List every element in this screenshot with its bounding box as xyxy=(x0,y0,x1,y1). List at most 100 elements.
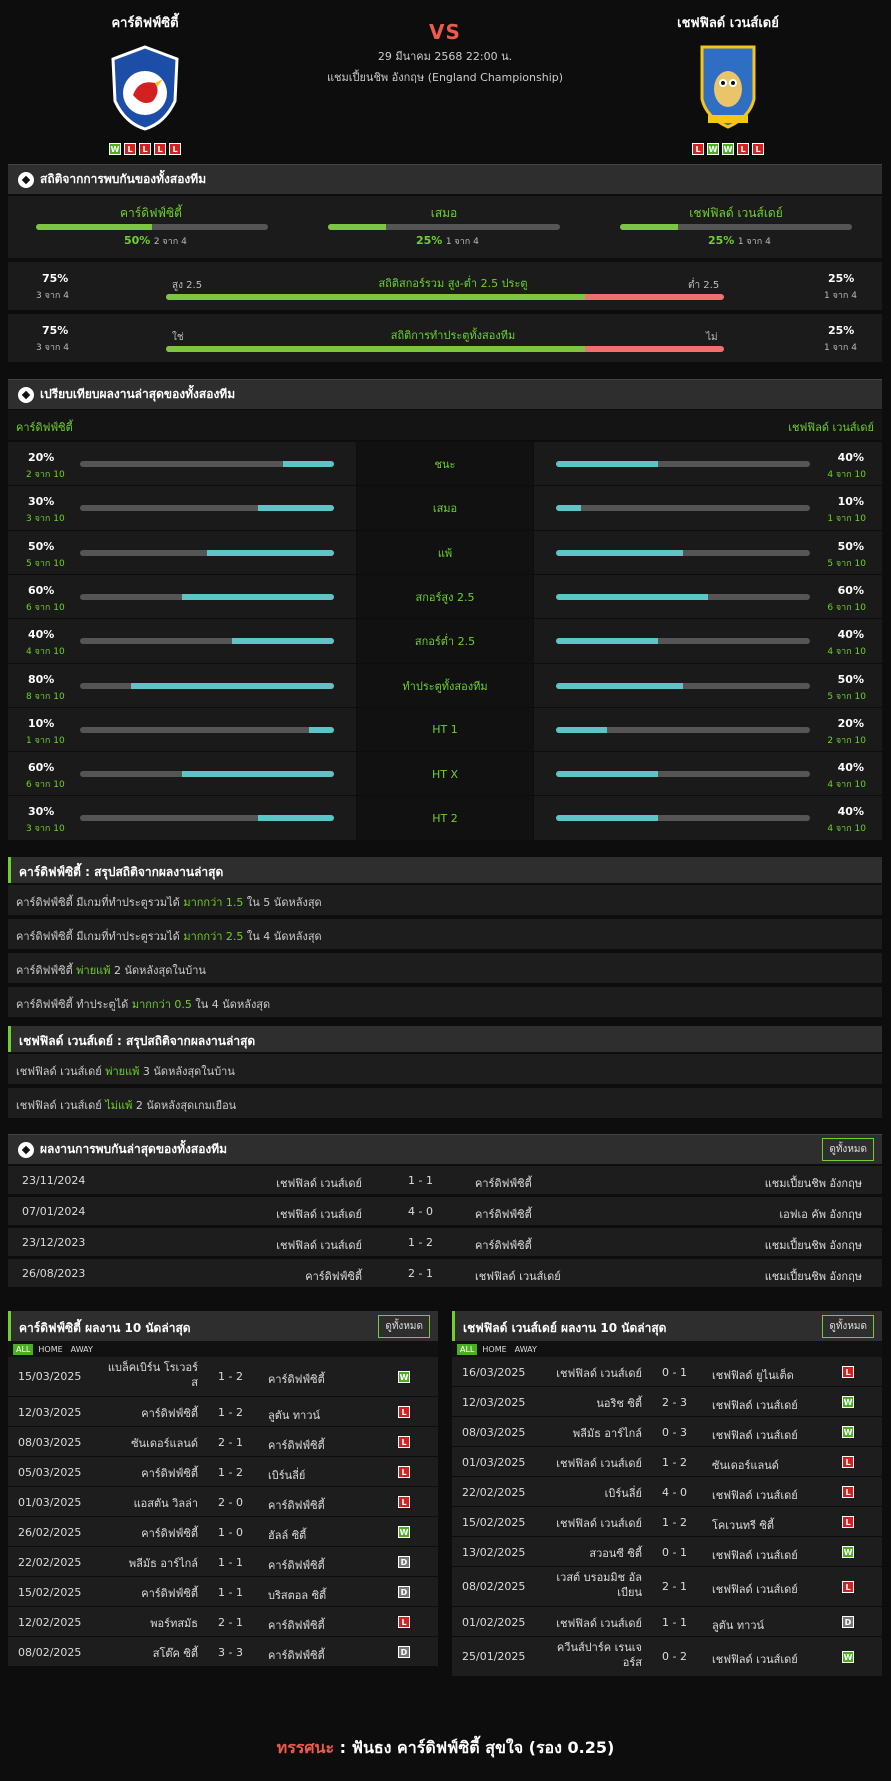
home-pct: 50% xyxy=(28,539,55,553)
sheffield-wednesday-crest-logo xyxy=(688,43,768,133)
over-count: 3 จาก 4 xyxy=(36,291,69,301)
filter-tab[interactable]: HOME xyxy=(482,1344,507,1354)
compare-away-cell: 40% 4 จาก 10 xyxy=(534,442,882,486)
home-team: เชฟฟิลด์ เวนส์เดย์ xyxy=(276,1208,362,1221)
compare-metric-label: สกอร์สูง 2.5 xyxy=(357,574,533,619)
match-date: 12/03/2025 xyxy=(18,1406,82,1419)
result-row[interactable]: 01/03/2025 เชฟฟิลด์ เวนส์เดย์ 1 - 2 ซันเดอร… xyxy=(452,1447,882,1477)
home-team: คาร์ดิฟฟ์ซิตี้ xyxy=(141,1467,198,1480)
home-last10-view-all-button[interactable]: ดูทั้งหมด xyxy=(378,1315,430,1338)
result-row[interactable]: 01/03/2025 แอสตัน วิลล่า 2 - 0 คาร์ดิฟฟ์ซิต… xyxy=(8,1487,438,1517)
result-row[interactable]: 25/01/2025 ควีนส์ปาร์ค เรนเจอร์ส 0 - 2 เชฟฟ… xyxy=(452,1637,882,1677)
filter-tab[interactable]: HOME xyxy=(38,1344,63,1354)
summary-highlight: ไม่แพ้ xyxy=(105,1099,133,1112)
verdict-separator: : xyxy=(339,1738,347,1757)
football-icon xyxy=(18,386,34,403)
home-bar xyxy=(80,815,334,822)
away-win-bar xyxy=(620,224,852,230)
result-row[interactable]: 12/03/2025 นอริช ซิตี้ 2 - 3 เชฟฟิลด์ เวนส์… xyxy=(452,1387,882,1417)
summary-highlight: พ่ายแพ้ xyxy=(76,964,111,977)
away-bar-fill xyxy=(556,815,658,822)
home-bar xyxy=(80,549,334,556)
away-team: คาร์ดิฟฟ์ซิตี้ xyxy=(268,1373,325,1386)
compare-row: 60% 6 จาก 10 สกอร์สูง 2.5 60% 6 จาก 10 xyxy=(8,573,882,619)
away-team: เชฟฟิลด์ เวนส์เดย์ xyxy=(712,1429,798,1442)
compare-away-cell: 50% 5 จาก 10 xyxy=(534,530,882,575)
result-row[interactable]: 15/03/2025 แบล็คเบิร์น โรเวอร์ส 1 - 2 คาร์ด… xyxy=(8,1357,438,1397)
match-date: 07/01/2024 xyxy=(22,1205,86,1218)
compare-home-name: คาร์ดิฟฟ์ซิตี้ xyxy=(16,421,73,434)
result-row[interactable]: 12/02/2025 พอร์ทสมัธ 2 - 1 คาร์ดิฟฟ์ซิตี้ L xyxy=(8,1607,438,1637)
result-row[interactable]: 16/03/2025 เชฟฟิลด์ เวนส์เดย์ 0 - 1 เชฟฟิลด… xyxy=(452,1357,882,1387)
score: 1 - 2 xyxy=(218,1370,243,1383)
home-count: 4 จาก 10 xyxy=(26,647,65,658)
score: 2 - 3 xyxy=(662,1396,687,1409)
h2h-row[interactable]: 23/11/2024 เชฟฟิลด์ เวนส์เดย์ 1 - 1 คาร์ดิฟ… xyxy=(8,1166,882,1194)
away-win-value: 25% 1 จาก 4 xyxy=(708,234,771,247)
result-row[interactable]: 13/02/2025 สวอนซี ซิตี้ 0 - 1 เชฟฟิลด์ เวนส… xyxy=(452,1537,882,1567)
result-row[interactable]: 08/03/2025 พลีมัธ อาร์ไกล์ 0 - 3 เชฟฟิลด์ เ… xyxy=(452,1417,882,1447)
result-row[interactable]: 08/02/2025 เวสต์ บรอมมิช อัลเบียน 2 - 1 เชฟ… xyxy=(452,1567,882,1607)
compare-away-cell: 40% 4 จาก 10 xyxy=(534,619,882,664)
home-team: พลีมัธ อาร์ไกล์ xyxy=(572,1427,642,1440)
score: 1 - 0 xyxy=(218,1526,243,1539)
home-team: คาร์ดิฟฟ์ซิตี้ xyxy=(141,1587,198,1600)
home-bar-fill xyxy=(181,771,334,778)
home-win-label: คาร์ดิฟฟ์ซิตี้ xyxy=(120,206,182,220)
away-count: 6 จาก 10 xyxy=(827,602,866,613)
filter-tab[interactable]: AWAY xyxy=(70,1344,93,1354)
home-team: เชฟฟิลด์ เวนส์เดย์ xyxy=(276,1177,362,1190)
result-badge: L xyxy=(842,1486,854,1498)
result-row[interactable]: 08/03/2025 ซันเดอร์แลนด์ 2 - 1 คาร์ดิฟฟ์ซิต… xyxy=(8,1427,438,1457)
summary-text: 2 นัดหลังสุดเกมเยือน xyxy=(132,1099,237,1112)
result-row[interactable]: 05/03/2025 คาร์ดิฟฟ์ซิตี้ 1 - 2 เบิร์นลี่ย์… xyxy=(8,1457,438,1487)
away-team: เชฟฟิลด์ เวนส์เดย์ xyxy=(712,1653,798,1666)
result-row[interactable]: 22/02/2025 เบิร์นลี่ย์ 4 - 0 เชฟฟิลด์ เวนส์… xyxy=(452,1477,882,1507)
h2h-row[interactable]: 23/12/2023 เชฟฟิลด์ เวนส์เดย์ 1 - 2 คาร์ดิฟ… xyxy=(8,1228,882,1256)
compare-row: 30% 3 จาก 10 HT 2 40% 4 จาก 10 xyxy=(8,795,882,841)
away-team: เชฟฟิลด์ เวนส์เดย์ xyxy=(712,1399,798,1412)
filter-tab[interactable]: AWAY xyxy=(514,1344,537,1354)
score: 2 - 1 xyxy=(218,1616,243,1629)
result-row[interactable]: 01/02/2025 เชฟฟิลด์ เวนส์เดย์ 1 - 1 ลูตัน ท… xyxy=(452,1607,882,1637)
result-badge: W xyxy=(398,1526,410,1538)
result-row[interactable]: 15/02/2025 คาร์ดิฟฟ์ซิตี้ 1 - 1 บริสตอล ซิต… xyxy=(8,1577,438,1607)
result-row[interactable]: 12/03/2025 คาร์ดิฟฟ์ซิตี้ 1 - 2 ลูตัน ทาวน์… xyxy=(8,1397,438,1427)
away-last10-view-all-button[interactable]: ดูทั้งหมด xyxy=(822,1315,874,1338)
result-row[interactable]: 26/02/2025 คาร์ดิฟฟ์ซิตี้ 1 - 0 ฮัลล์ ซิตี้… xyxy=(8,1517,438,1547)
compare-row: 60% 6 จาก 10 HT X 40% 4 จาก 10 xyxy=(8,751,882,797)
result-badge: L xyxy=(398,1616,410,1628)
score: 1 - 2 xyxy=(662,1456,687,1469)
btts-bar xyxy=(166,346,724,352)
result-badge: L xyxy=(842,1581,854,1593)
competition: แชมเปี้ยนชิพ อังกฤษ xyxy=(764,1270,862,1283)
away-team: โคเวนทรี ซิตี้ xyxy=(712,1519,774,1532)
result-row[interactable]: 15/02/2025 เชฟฟิลด์ เวนส์เดย์ 1 - 2 โคเวนทร… xyxy=(452,1507,882,1537)
h2h-row[interactable]: 26/08/2023 คาร์ดิฟฟ์ซิตี้ 2 - 1 เชฟฟิลด์ เว… xyxy=(8,1259,882,1287)
match-date: 22/02/2025 xyxy=(18,1556,82,1569)
home-bar-fill xyxy=(232,638,334,645)
away-summary-header: เชฟฟิลด์ เวนส์เดย์ : สรุปสถิติจากผลงานล่… xyxy=(8,1026,882,1052)
match-date: 01/03/2025 xyxy=(462,1456,526,1469)
compare-row: 80% 8 จาก 10 ทำประตูทั้งสองทีม 50% 5 จาก 10 xyxy=(8,662,882,708)
filter-tab[interactable]: ALL xyxy=(13,1343,34,1355)
h2h-row[interactable]: 07/01/2024 เชฟฟิลด์ เวนส์เดย์ 4 - 0 คาร์ดิฟ… xyxy=(8,1197,882,1225)
compare-home-cell: 10% 1 จาก 10 xyxy=(8,707,356,752)
away-pct: 50% xyxy=(837,539,864,553)
match-league: แชมเปี้ยนชิพ อังกฤษ (England Championshi… xyxy=(326,71,564,84)
filter-tab[interactable]: ALL xyxy=(457,1343,478,1355)
match-date: 08/03/2025 xyxy=(462,1426,526,1439)
result-row[interactable]: 22/02/2025 พลีมัธ อาร์ไกล์ 1 - 1 คาร์ดิฟฟ์ซ… xyxy=(8,1547,438,1577)
home-bar xyxy=(80,505,334,512)
match-date: 23/11/2024 xyxy=(22,1174,86,1187)
result-row[interactable]: 08/02/2025 สโต๊ค ซิตี้ 3 - 3 คาร์ดิฟฟ์ซิตี้… xyxy=(8,1637,438,1667)
away-last10-panel: เชฟฟิลด์ เวนส์เดย์ ผลงาน 10 นัดล่าสุด ดู… xyxy=(452,1311,882,1677)
match-date: 15/03/2025 xyxy=(18,1370,82,1383)
summary-text: ใน 4 นัดหลังสุด xyxy=(191,998,271,1011)
form-badge: W xyxy=(707,143,719,155)
h2h-view-all-button[interactable]: ดูทั้งหมด xyxy=(822,1138,874,1161)
result-badge: L xyxy=(398,1466,410,1478)
summary-text: 3 นัดหลังสุดในบ้าน xyxy=(139,1065,235,1078)
